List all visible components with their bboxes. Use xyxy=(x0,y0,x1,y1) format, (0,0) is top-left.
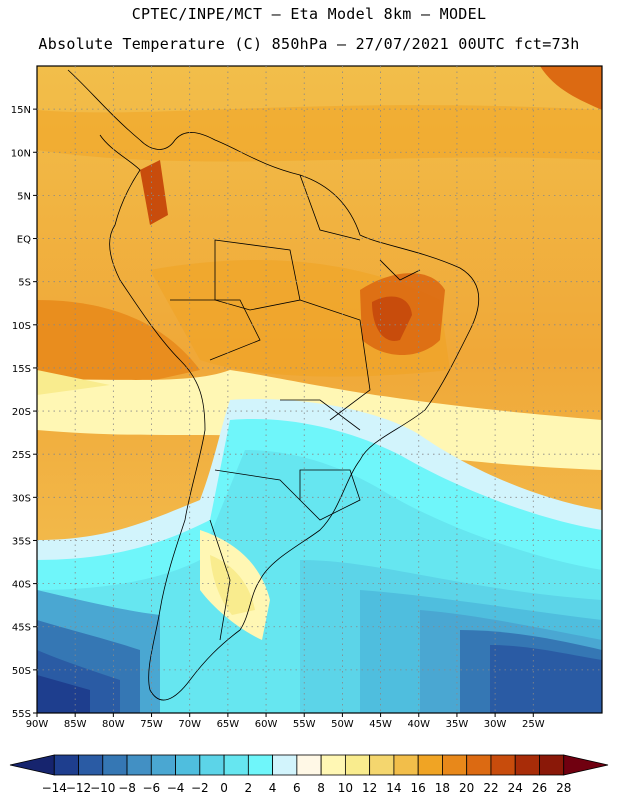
colorbar-swatch xyxy=(296,754,322,776)
lon-tick-label: 50W xyxy=(331,719,354,730)
colorbar-swatch xyxy=(150,754,176,776)
lat-tick-label: 15S xyxy=(12,364,31,375)
colorbar-label: −12 xyxy=(66,781,91,795)
colorbar-swatch xyxy=(102,754,128,776)
longitude-axis: 90W 85W 80W 75W 70W 65W 60W 55W 50W 45W 40W 35W 30W 2… xyxy=(26,713,545,730)
chart-title-line1: CPTEC/INPE/MCT – Eta Model 8km – MODEL xyxy=(131,5,487,23)
colorbar-label: 20 xyxy=(459,781,474,795)
lat-tick-label: 30S xyxy=(12,493,31,504)
lon-tick-label: 25W xyxy=(522,719,545,730)
colorbar-swatch xyxy=(272,754,298,776)
coastlines xyxy=(67,69,479,701)
colorbar-swatch-low xyxy=(9,754,55,776)
colorbar-label: 12 xyxy=(362,781,377,795)
lon-tick-label: 40W xyxy=(407,719,430,730)
lat-tick-label: 55S xyxy=(12,709,31,720)
colorbar-label: 6 xyxy=(293,781,301,795)
gridlines xyxy=(37,66,602,713)
lon-tick-label: 85W xyxy=(64,719,87,730)
colorbar-swatch xyxy=(78,754,104,776)
lon-tick-label: 65W xyxy=(217,719,240,730)
colorbar-swatch xyxy=(369,754,395,776)
colorbar-label: 2 xyxy=(245,781,253,795)
lat-tick-label: EQ xyxy=(17,235,31,246)
colorbar-label: 16 xyxy=(411,781,426,795)
colorbar-swatch xyxy=(393,754,419,776)
colorbar-label: 22 xyxy=(483,781,498,795)
colorbar-label: −14 xyxy=(42,781,67,795)
temperature-field xyxy=(37,66,602,713)
colorbar-swatch xyxy=(490,754,516,776)
colorbar-label: −2 xyxy=(191,781,209,795)
colorbar-label: 14 xyxy=(386,781,401,795)
lon-tick-label: 80W xyxy=(102,719,125,730)
colorbar-label: 24 xyxy=(508,781,523,795)
colorbar-swatch xyxy=(247,754,274,776)
lon-tick-label: 55W xyxy=(293,719,316,730)
lat-tick-label: 10N xyxy=(11,148,31,159)
colorbar-label: 26 xyxy=(532,781,547,795)
lon-tick-label: 75W xyxy=(140,719,163,730)
colorbar-label: 18 xyxy=(435,781,450,795)
colorbar-swatch xyxy=(53,754,79,776)
colorbar: −14−12−10 −8 −6 −4 −2 0 2 4 6 8 10 12 14 16 18 20 22 24 26… xyxy=(9,754,609,795)
lat-tick-label: 40S xyxy=(12,580,31,591)
colorbar-swatch-high xyxy=(563,754,609,776)
colorbar-swatch xyxy=(344,754,371,776)
lat-tick-label: 50S xyxy=(12,666,31,677)
colorbar-label: 0 xyxy=(220,781,228,795)
lon-tick-label: 90W xyxy=(26,719,49,730)
colorbar-swatch xyxy=(514,754,540,776)
lat-tick-label: 45S xyxy=(12,623,31,634)
chart-title-line2: Absolute Temperature (C) 850hPa – 27/07/… xyxy=(38,35,580,53)
colorbar-swatch xyxy=(199,754,225,776)
colorbar-swatch xyxy=(175,754,201,776)
lat-tick-label: 10S xyxy=(12,321,31,332)
lat-tick-label: 25S xyxy=(12,450,31,461)
colorbar-label: 10 xyxy=(338,781,353,795)
latitude-axis: 15N 10N 5N EQ 5S 10S 15S 20S 25S 30S 35S 40S 45S 50S 5… xyxy=(11,105,37,720)
lat-tick-label: 15N xyxy=(11,105,31,116)
lat-tick-label: 5S xyxy=(18,278,31,289)
colorbar-swatch xyxy=(320,754,346,776)
colorbar-swatch xyxy=(442,754,468,776)
colorbar-swatch xyxy=(223,754,249,776)
colorbar-swatch xyxy=(126,754,152,776)
lat-tick-label: 35S xyxy=(12,536,31,547)
colorbar-swatch xyxy=(539,754,565,776)
colorbar-label: −6 xyxy=(142,781,160,795)
lon-tick-label: 70W xyxy=(178,719,201,730)
lat-tick-label: 20S xyxy=(12,407,31,418)
lon-tick-label: 60W xyxy=(255,719,278,730)
lon-tick-label: 45W xyxy=(369,719,392,730)
colorbar-swatch xyxy=(466,754,492,776)
colorbar-label: −8 xyxy=(118,781,136,795)
lon-tick-label: 30W xyxy=(484,719,507,730)
lon-tick-label: 35W xyxy=(446,719,469,730)
colorbar-label: −10 xyxy=(90,781,115,795)
colorbar-label: 4 xyxy=(269,781,277,795)
colorbar-label: −4 xyxy=(167,781,185,795)
lat-tick-label: 5N xyxy=(17,191,31,202)
colorbar-label: 28 xyxy=(556,781,571,795)
colorbar-swatch xyxy=(417,754,443,776)
map-frame xyxy=(36,65,603,714)
colorbar-label: 8 xyxy=(317,781,325,795)
